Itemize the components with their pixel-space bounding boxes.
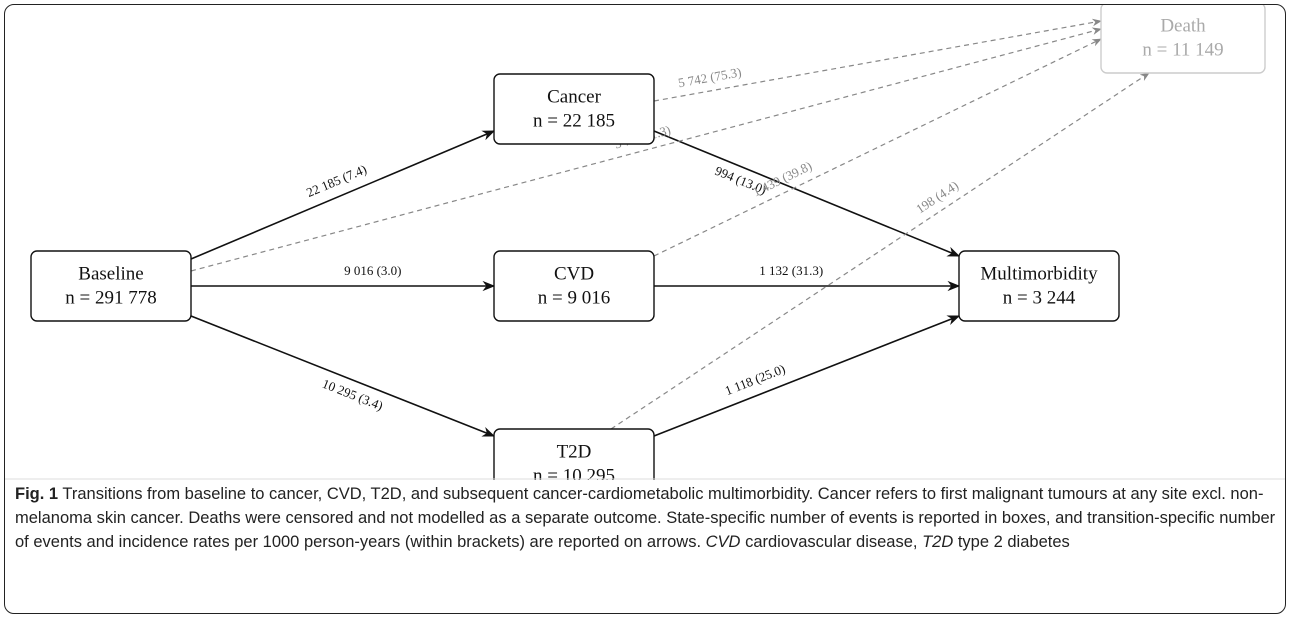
state-box bbox=[30, 250, 192, 322]
state-count: n = 3 244 bbox=[1003, 287, 1076, 308]
abbreviation-term: CVD bbox=[705, 533, 741, 551]
arrow bbox=[190, 130, 496, 260]
state-title: T2D bbox=[557, 441, 592, 462]
arrow bbox=[190, 315, 496, 437]
state-title: Cancer bbox=[547, 86, 601, 107]
abbreviation-definition: type 2 diabetes bbox=[957, 533, 1070, 551]
dashed-arrow bbox=[190, 27, 1102, 272]
edge-label: 10 295 (3.4) bbox=[320, 376, 385, 413]
state-title: Death bbox=[1160, 15, 1206, 36]
state-count: n = 11 149 bbox=[1142, 39, 1223, 60]
edge-label: 198 (4.4) bbox=[913, 178, 961, 217]
state-count: n = 22 185 bbox=[533, 110, 615, 131]
state-title: Baseline bbox=[78, 263, 143, 284]
state-box bbox=[493, 428, 655, 480]
figure-frame: 22 185 (7.4) 9 016 (3.0) 10 295 (3.4) 994 (… bbox=[4, 4, 1286, 614]
dashed-arrow bbox=[653, 18, 1102, 102]
arrow bbox=[653, 315, 961, 437]
state-box bbox=[493, 250, 655, 322]
state-count: n = 10 295 bbox=[533, 465, 615, 480]
abbreviation-definition: cardiovascular disease, bbox=[745, 533, 918, 551]
dashed-arrow bbox=[653, 38, 1102, 257]
state-count: n = 291 778 bbox=[65, 287, 156, 308]
state-count: n = 9 016 bbox=[538, 287, 610, 308]
edge-label: 5 742 (75.3) bbox=[677, 64, 743, 90]
state-title: Multimorbidity bbox=[980, 263, 1098, 284]
edge-label: 1 118 (25.0) bbox=[723, 361, 788, 398]
abbreviation-term: T2D bbox=[922, 533, 954, 551]
caption: Fig. 1 Transitions from baseline to canc… bbox=[15, 482, 1277, 554]
caption-label: Fig. 1 bbox=[15, 485, 59, 503]
state-box bbox=[1100, 5, 1266, 74]
edge-label: 1 132 (31.3) bbox=[759, 263, 823, 278]
edge-label: 22 185 (7.4) bbox=[304, 161, 369, 200]
arrow bbox=[653, 130, 961, 257]
edge-label: 9 016 (3.0) bbox=[344, 263, 401, 278]
state-box bbox=[493, 73, 655, 145]
caption-text: Transitions from baseline to cancer, CVD… bbox=[15, 485, 1276, 551]
diagram: 22 185 (7.4)9 016 (3.0)10 295 (3.4)994 (… bbox=[5, 5, 1285, 480]
state-box bbox=[958, 250, 1120, 322]
state-title: CVD bbox=[554, 263, 594, 284]
